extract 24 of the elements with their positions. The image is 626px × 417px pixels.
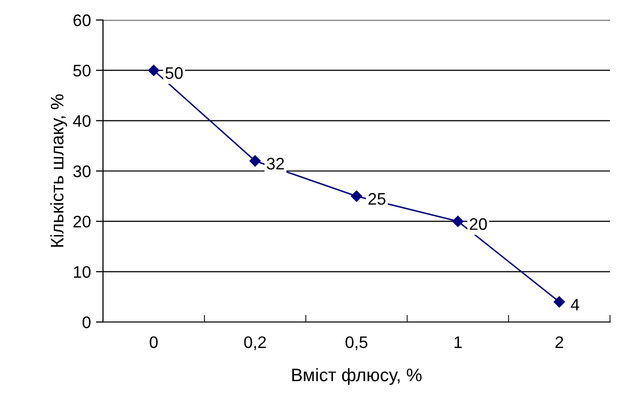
y-tick-label: 50 (73, 64, 91, 77)
point (249, 155, 261, 167)
point (452, 216, 464, 227)
y-tick-label: 30 (73, 165, 91, 178)
data-label: 25 (368, 193, 386, 205)
data-label: 32 (266, 158, 284, 170)
x-axis-title: Вміст флюсу, % (292, 368, 422, 385)
point (350, 190, 362, 202)
y-tick-label: 60 (74, 14, 91, 26)
data-label: 50 (165, 67, 183, 79)
data-label: 4 (570, 298, 580, 310)
x-tick-label: 0,2 (244, 336, 266, 350)
point (148, 64, 160, 76)
x-tick-label: 1 (454, 336, 462, 348)
point (554, 296, 565, 308)
x-tick-label: 0 (150, 336, 158, 348)
x-tick-label: 0,5 (346, 336, 368, 350)
y-tick-label: 20 (73, 216, 91, 228)
y-tick-label: 40 (73, 115, 91, 127)
y-tick-label: 10 (74, 266, 91, 278)
x-tick-label: 2 (556, 336, 564, 348)
data-label: 20 (470, 218, 487, 230)
y-tick-label: 0 (82, 316, 91, 328)
y-axis-title: Кількість шлаку, % (50, 94, 68, 247)
